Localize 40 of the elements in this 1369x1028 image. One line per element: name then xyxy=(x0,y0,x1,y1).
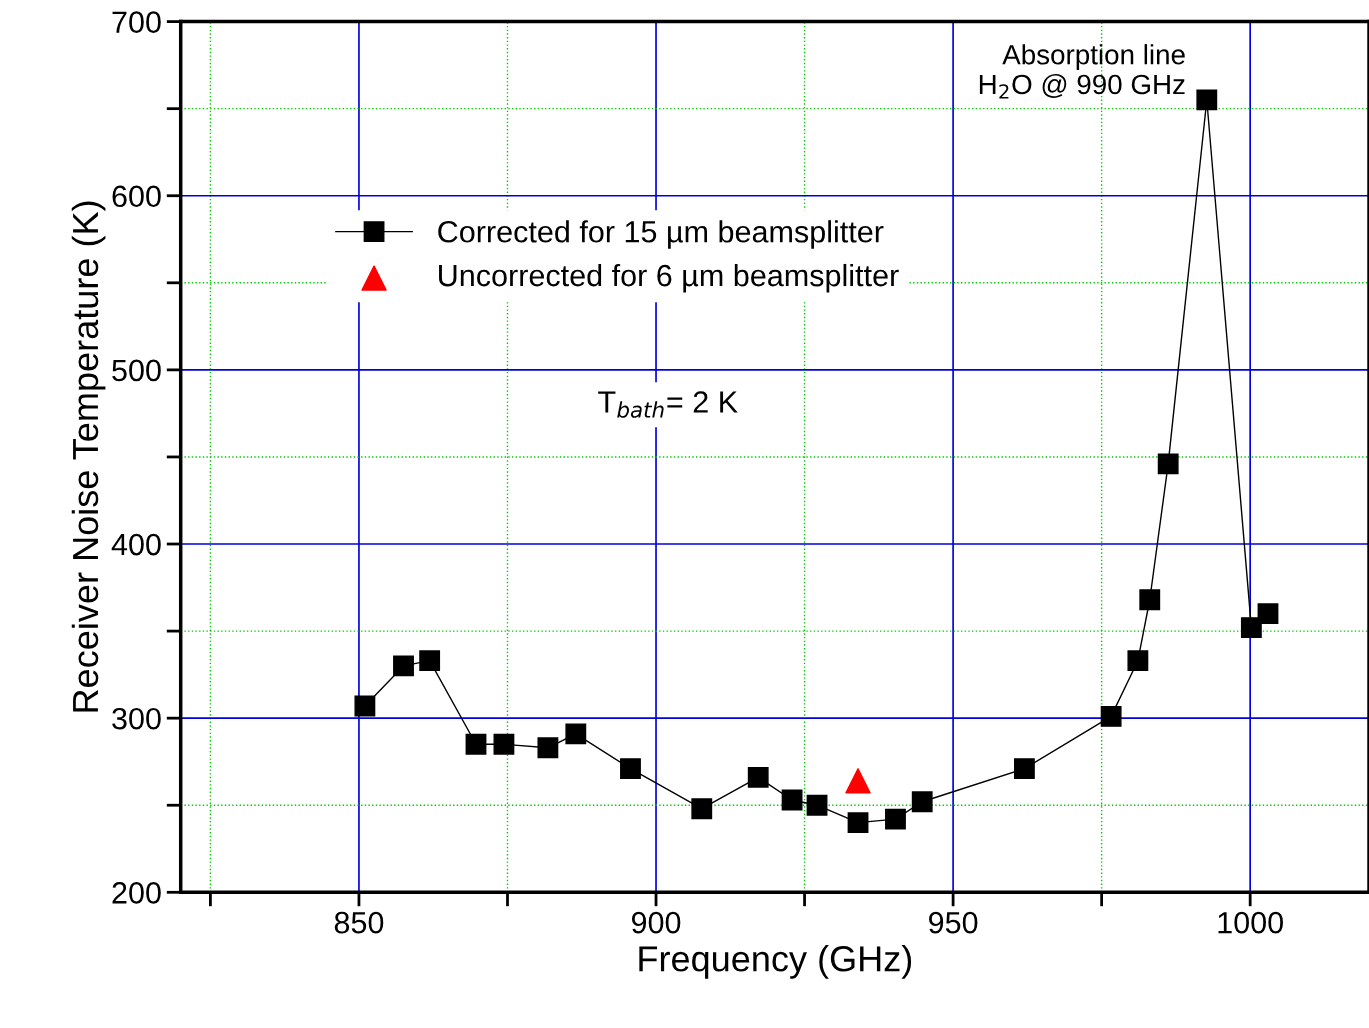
point xyxy=(781,789,803,811)
point xyxy=(1240,617,1262,639)
y-tick-label: 600 xyxy=(112,185,161,208)
point xyxy=(885,808,906,830)
point xyxy=(419,650,441,672)
point xyxy=(493,733,515,755)
point xyxy=(465,733,487,755)
point xyxy=(1127,650,1149,672)
y-tick-label: 400 xyxy=(111,533,161,556)
point xyxy=(537,737,559,759)
annotation: Absorption line H$_{2}$O @ 990 GHz xyxy=(979,44,1185,99)
point xyxy=(620,758,641,780)
point xyxy=(393,655,414,677)
x-tick-label: 900 xyxy=(631,911,681,934)
legend-label: Corrected for 15 µm beamsplitter xyxy=(438,220,884,249)
x-tick-label: 850 xyxy=(334,911,384,934)
point xyxy=(1139,589,1161,611)
point xyxy=(847,812,869,834)
point xyxy=(1157,453,1179,475)
point xyxy=(565,723,587,745)
point xyxy=(806,794,828,816)
x-tick-label: 1000 xyxy=(1218,911,1283,934)
y-tick-label: 300 xyxy=(112,707,161,730)
point xyxy=(747,766,769,788)
x-tick-label: 950 xyxy=(929,911,978,934)
y-tick-label: 700 xyxy=(112,11,161,33)
point xyxy=(1013,758,1035,780)
annotation: T$_{bath}$= 2 K xyxy=(598,391,738,418)
point xyxy=(911,791,933,813)
point xyxy=(1257,603,1279,625)
x-axis-title: Frequency (GHz) xyxy=(639,945,912,979)
point xyxy=(354,695,376,717)
legend-label: Uncorrected for 6 µm beamsplitter xyxy=(439,263,899,293)
point xyxy=(1196,89,1218,111)
y-tick-label: 200 xyxy=(112,882,161,904)
point xyxy=(1100,706,1122,727)
y-tick-label: 500 xyxy=(112,359,161,382)
y-axis-title: Receiver Noise Temperature (K) xyxy=(71,201,106,712)
point xyxy=(845,768,871,794)
point xyxy=(691,798,713,820)
